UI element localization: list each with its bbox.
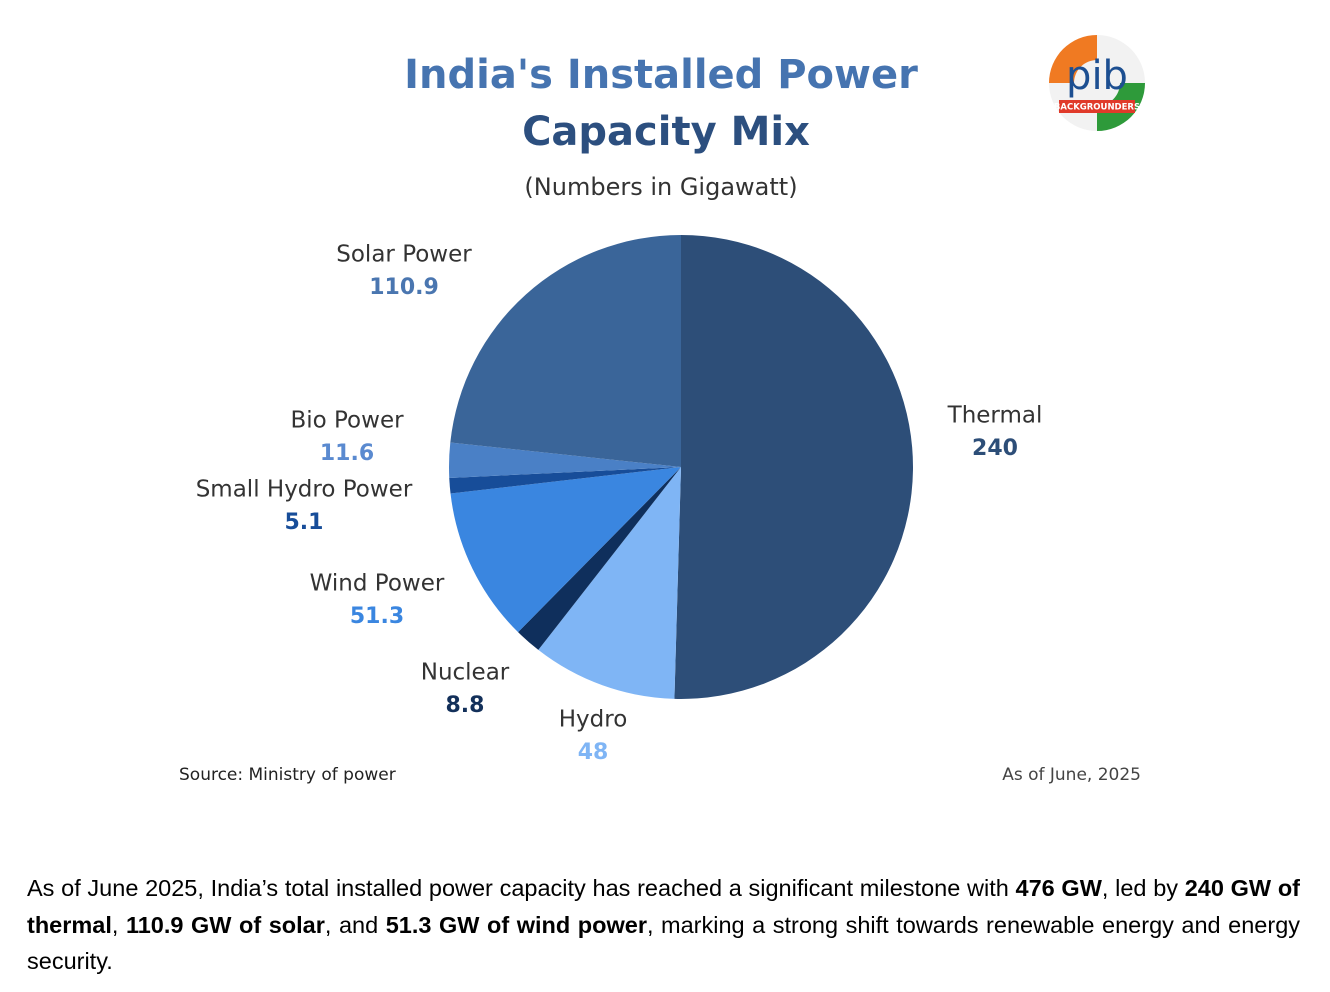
caption-text: , marking a strong shift towards renewab…: [27, 911, 1301, 975]
slice-label: Nuclear: [421, 660, 510, 686]
caption-text: , and: [324, 911, 386, 938]
source-note: Source: Ministry of power: [179, 765, 396, 785]
slice-value: 110.9: [369, 275, 439, 300]
caption-text: As of June 2025, India’s total installed…: [27, 875, 1016, 901]
pie-slice: [450, 235, 681, 467]
caption-text: , led by: [1101, 875, 1185, 901]
slice-value: 11.6: [320, 441, 374, 466]
logo: pib BACKGROUNDERS: [1049, 35, 1145, 131]
slice-label: Thermal: [947, 403, 1043, 429]
date-note: As of June, 2025: [1002, 765, 1141, 785]
pie-slice: [538, 467, 681, 699]
slice-value: 5.1: [285, 510, 324, 535]
caption-text: 110.9 GW of solar: [125, 911, 325, 938]
pie-slice: [449, 467, 681, 494]
slice-value: 240: [972, 436, 1018, 461]
logo-band: [1059, 100, 1135, 113]
slice-label: Wind Power: [310, 571, 445, 597]
slice-value: 48: [578, 740, 609, 765]
slice-label: Hydro: [559, 707, 628, 733]
slice-label: Bio Power: [290, 408, 404, 434]
slice-value: 8.8: [446, 693, 485, 718]
caption-text: 476 GW: [1015, 875, 1102, 901]
chart: India's Installed Power Capacity Mix (Nu…: [179, 35, 1145, 785]
caption-text: 51.3 GW of wind power: [385, 911, 647, 938]
slice-label: Small Hydro Power: [196, 477, 413, 503]
slice-label: Solar Power: [336, 242, 472, 268]
pie-slice: [450, 467, 681, 633]
caption: As of June 2025, India’s total installed…: [27, 870, 1300, 980]
caption-text: ,: [111, 911, 126, 938]
pie-slice: [449, 442, 681, 478]
caption-text: 240 GW of thermal: [27, 875, 1300, 938]
slice-value: 51.3: [350, 604, 404, 629]
logo-tagline: BACKGROUNDERS: [1054, 103, 1140, 113]
chart-title: India's Installed Power: [404, 52, 918, 98]
logo-text: pib: [1066, 53, 1128, 99]
chart-title: Capacity Mix: [522, 109, 810, 155]
pie-slice: [674, 235, 914, 699]
pie-slice: [518, 467, 681, 650]
chart-subtitle: (Numbers in Gigawatt): [524, 173, 797, 201]
logo-orange: [1049, 35, 1097, 83]
